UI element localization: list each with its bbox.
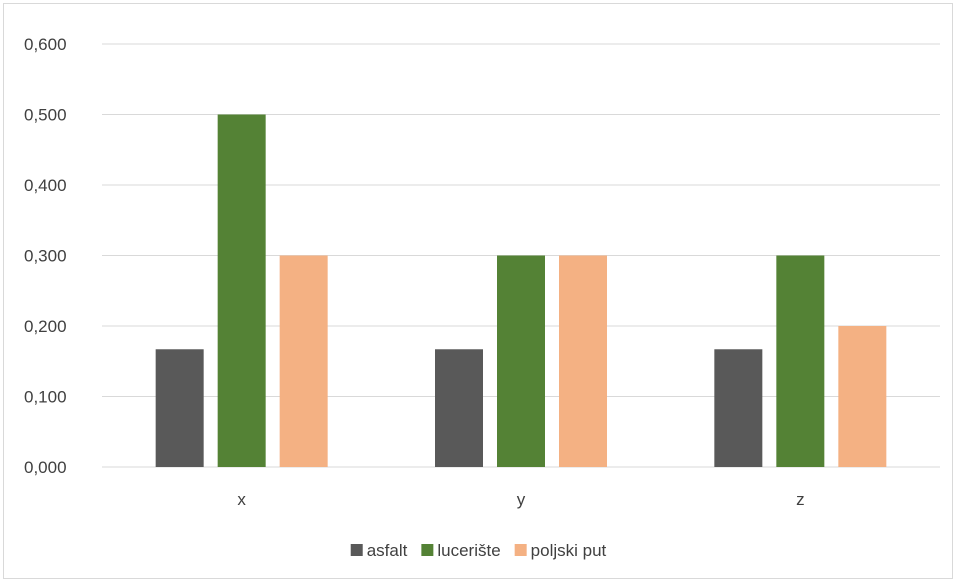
y-tick-label: 0,000: [24, 458, 67, 477]
legend-swatch: [421, 544, 434, 556]
y-tick-label: 0,400: [24, 176, 67, 195]
y-tick-label: 0,600: [24, 35, 67, 54]
bar-lucerište-x: [217, 114, 266, 467]
bar-poljski-put-y: [559, 255, 607, 467]
x-tick-label: y: [517, 490, 526, 509]
y-tick-label: 0,100: [24, 388, 67, 407]
legend-label: asfalt: [367, 541, 408, 560]
legend-label: lucerište: [437, 541, 500, 560]
legend-label: poljski put: [531, 541, 607, 560]
bar-lucerište-y: [497, 255, 545, 467]
legend-swatch: [514, 544, 527, 556]
bar-poljski-put-x: [279, 255, 328, 467]
legend-swatch: [350, 544, 363, 556]
x-tick-label: x: [237, 490, 246, 509]
bar-asfalt-x: [155, 349, 204, 467]
bar-poljski-put-z: [838, 326, 887, 467]
x-tick-label: z: [796, 490, 805, 509]
y-tick-label: 0,200: [24, 317, 67, 336]
y-tick-label: 0,300: [24, 247, 67, 266]
bars: [155, 114, 887, 467]
y-tick-label: 0,500: [24, 106, 67, 125]
bar-asfalt-z: [714, 349, 763, 467]
x-axis: x y z: [237, 490, 804, 509]
bar-asfalt-y: [435, 349, 483, 467]
y-axis: 0,000 0,100 0,200 0,300 0,400 0,500 0,600: [24, 35, 67, 477]
legend: asfalt lucerište poljski put: [350, 541, 607, 560]
bar-lucerište-z: [776, 255, 825, 467]
